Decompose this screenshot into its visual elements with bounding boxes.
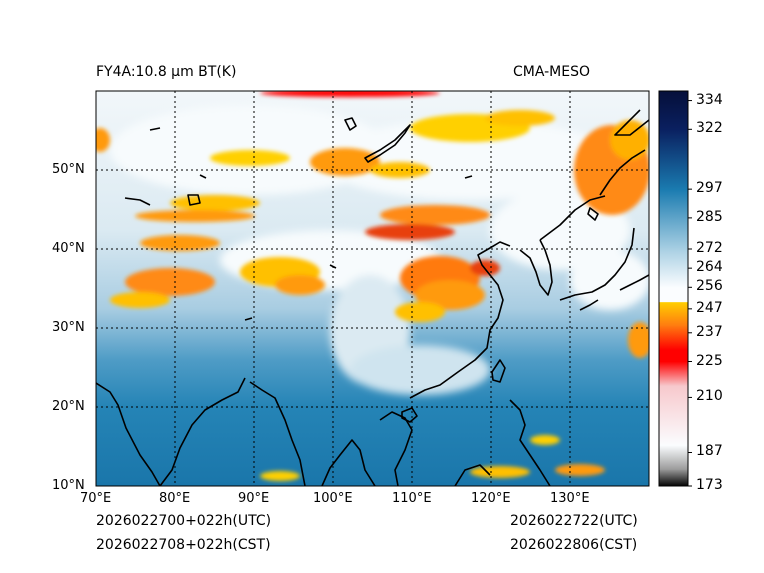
colorbar-tick-label: 334 xyxy=(696,91,723,108)
map-gridlines xyxy=(96,91,649,486)
colorbar-segment xyxy=(659,129,688,190)
colorbar-tick-label: 256 xyxy=(696,278,723,295)
colorbar-frame xyxy=(658,90,689,487)
colorbar-tick-label: 297 xyxy=(696,180,723,197)
init-time-cst: 2026022708+022h(CST) xyxy=(96,537,271,553)
colorbar-segment xyxy=(659,249,688,288)
colorbar-tick-label: 322 xyxy=(696,120,723,137)
cold-cloud-tops xyxy=(96,91,649,481)
colorbar-tick-label: 285 xyxy=(696,208,723,225)
map-frame xyxy=(95,90,650,487)
colorbar-tick-label: 237 xyxy=(696,323,723,340)
lon-tick-label: 110°E xyxy=(392,491,432,506)
colorbar-tick-label: 264 xyxy=(696,259,723,276)
coastlines xyxy=(96,109,649,486)
colorbar-segment xyxy=(659,189,688,250)
init-time-utc: 2026022700+022h(UTC) xyxy=(96,513,272,529)
lon-tick-label: 120°E xyxy=(471,491,511,506)
colorbar-tick-label: 247 xyxy=(696,299,723,316)
lat-tick-label: 10°N xyxy=(52,478,85,493)
lon-tick-label: 70°E xyxy=(80,491,112,506)
lat-tick-label: 30°N xyxy=(52,320,85,335)
colorbar-tick-label: 225 xyxy=(696,352,723,369)
valid-time-utc: 2026022722(UTC) xyxy=(510,513,638,529)
colorbar-tick-label: 187 xyxy=(696,443,723,460)
lat-tick-label: 20°N xyxy=(52,399,85,414)
colorbar xyxy=(658,90,692,487)
lat-tick-label: 40°N xyxy=(52,241,85,256)
colorbar-segment xyxy=(659,287,688,303)
chart-title-right: CMA-MESO xyxy=(513,64,591,80)
chart-title-left: FY4A:10.8 µm BT(K) xyxy=(96,64,237,80)
colorbar-segment xyxy=(659,469,688,487)
colorbar-segment xyxy=(659,349,688,363)
lon-tick-label: 80°E xyxy=(159,491,191,506)
lon-tick-label: 100°E xyxy=(313,491,353,506)
lon-tick-label: 90°E xyxy=(238,491,270,506)
colorbar-tick-label: 272 xyxy=(696,240,723,256)
colorbar-tick-label: 173 xyxy=(696,477,723,493)
colorbar-segment xyxy=(659,361,688,386)
colorbar-segment xyxy=(659,301,688,327)
colorbar-segment xyxy=(659,445,688,470)
lon-tick-label: 130°E xyxy=(550,491,590,506)
colorbar-segment xyxy=(659,325,688,351)
colorbar-tick-label: 210 xyxy=(696,388,723,405)
lat-tick-label: 50°N xyxy=(52,162,85,177)
colorbar-segment xyxy=(659,385,688,446)
colorbar-segment xyxy=(659,91,688,130)
valid-time-cst: 2026022806(CST) xyxy=(510,537,638,553)
